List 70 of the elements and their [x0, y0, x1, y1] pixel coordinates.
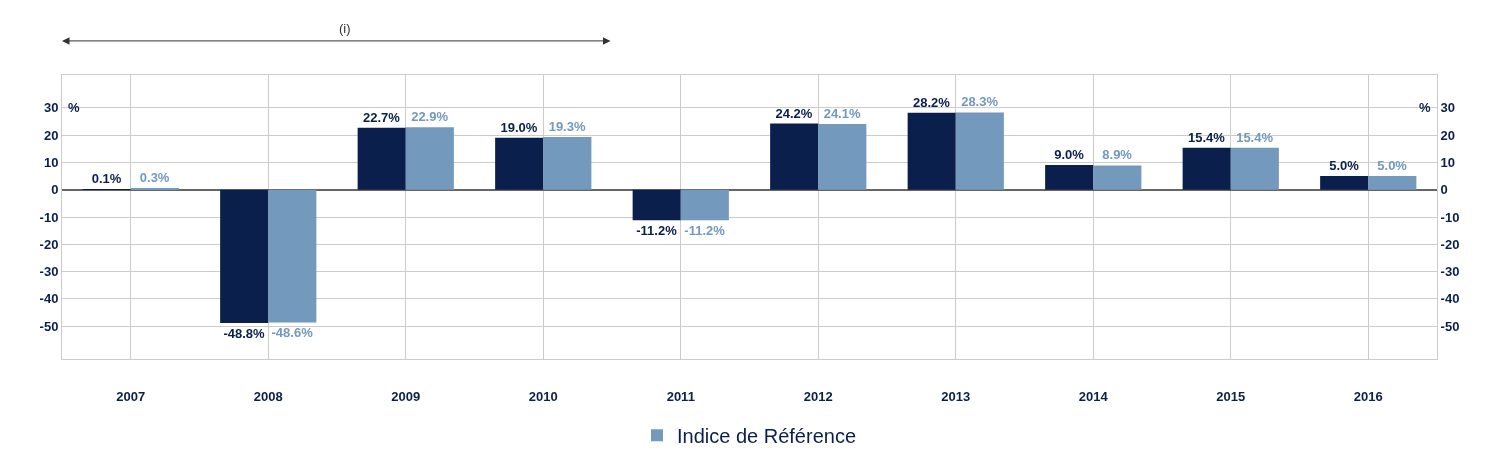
y-tick-label: -20 — [39, 236, 59, 252]
bar — [680, 189, 729, 221]
data-label: 28.2% — [913, 94, 951, 110]
y2-tick-label: -40 — [1440, 291, 1460, 307]
bar — [955, 112, 1004, 190]
y-axis-title: % — [68, 100, 80, 115]
x-tick-label: 2009 — [391, 388, 421, 404]
bar — [1093, 165, 1142, 190]
data-label: 28.3% — [961, 94, 999, 110]
bar — [495, 137, 544, 190]
x-tick-label: 2008 — [253, 388, 283, 404]
bar — [907, 112, 956, 190]
data-label: 19.0% — [500, 119, 538, 135]
data-label: 0.3% — [139, 170, 170, 185]
y2-tick-label: -10 — [1440, 209, 1460, 225]
data-label: 24.2% — [775, 105, 813, 121]
data-label: 8.9% — [1102, 147, 1133, 163]
data-label: -48.8% — [223, 325, 266, 341]
y2-tick-label: 10 — [1440, 154, 1456, 170]
y2-tick-label: -20 — [1440, 236, 1460, 252]
data-label: 9.0% — [1054, 147, 1085, 163]
x-tick-label: 2011 — [666, 388, 695, 404]
text: (i) — [339, 21, 351, 36]
bar — [1182, 147, 1231, 190]
x-tick-label: 2013 — [941, 388, 971, 404]
y2-tick-label: -30 — [1440, 264, 1460, 280]
y2-tick-label: 0 — [1440, 182, 1448, 198]
data-label: 24.1% — [823, 105, 861, 121]
bar — [357, 127, 406, 190]
y2-tick-label: -50 — [1440, 318, 1460, 334]
x-tick-label: 2014 — [1078, 388, 1109, 404]
y-tick-label: -10 — [39, 209, 59, 225]
data-label: -48.6% — [271, 325, 314, 341]
data-label: -11.2% — [684, 223, 726, 239]
bar — [1320, 176, 1369, 190]
x-tick-label: 2010 — [528, 388, 558, 404]
y2-tick-label: 20 — [1440, 127, 1456, 143]
y-tick-label: -30 — [39, 264, 59, 280]
data-label: 19.3% — [548, 118, 586, 134]
bar — [405, 127, 454, 190]
y-tick-label: 0 — [51, 182, 59, 198]
bar — [1230, 147, 1279, 190]
x-tick-label: 2007 — [116, 388, 146, 404]
y-tick-label: -50 — [39, 318, 59, 334]
y-tick-label: 10 — [43, 154, 59, 170]
data-label: 0.1% — [91, 171, 122, 186]
data-label: 22.9% — [411, 109, 449, 125]
bar — [220, 189, 269, 323]
data-label: 5.0% — [1377, 158, 1408, 174]
data-label: 15.4% — [1236, 129, 1274, 145]
bar — [268, 189, 317, 323]
y2-axis-title: % — [1419, 100, 1431, 115]
x-tick-label: 2016 — [1353, 388, 1383, 404]
bar — [1045, 165, 1094, 190]
data-label: -11.2% — [636, 223, 678, 239]
bar — [818, 123, 867, 190]
y-tick-label: 20 — [43, 127, 59, 143]
data-label: 22.7% — [363, 109, 401, 125]
x-tick-label: 2015 — [1216, 388, 1246, 404]
x-tick-label: 2012 — [803, 388, 833, 404]
data-label: 15.4% — [1188, 129, 1226, 145]
bar — [543, 136, 592, 190]
y-tick-label: 30 — [43, 100, 59, 116]
legend-label: Indice de Référence — [677, 425, 857, 448]
y-tick-label: -40 — [39, 291, 59, 307]
data-label: 5.0% — [1329, 158, 1360, 174]
bar — [770, 123, 819, 190]
bar — [1368, 176, 1417, 190]
bar — [632, 189, 681, 221]
y2-tick-label: 30 — [1440, 100, 1456, 116]
